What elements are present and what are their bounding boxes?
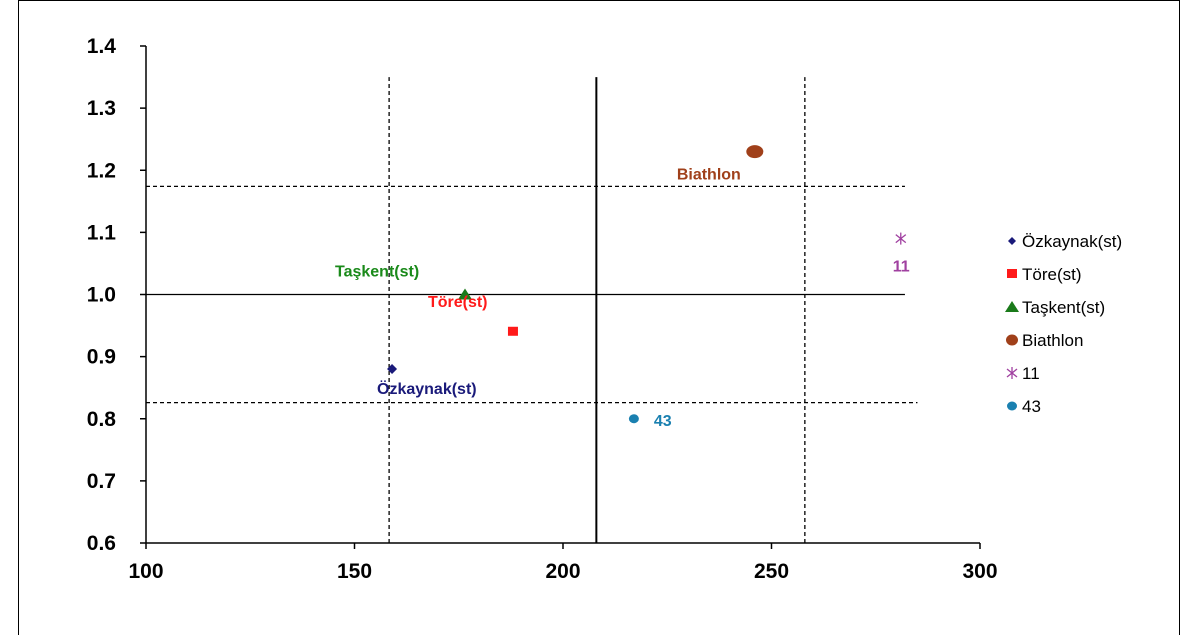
frame-border-left bbox=[18, 0, 19, 635]
data-label: 43 bbox=[654, 413, 672, 430]
x-tick-label: 150 bbox=[337, 560, 372, 583]
data-point bbox=[895, 232, 907, 245]
y-tick-label: 0.7 bbox=[87, 470, 116, 493]
frame-border-top bbox=[18, 0, 1180, 1]
legend-entry: Özkaynak(st) bbox=[1022, 232, 1122, 251]
point-annotations: Özkaynak(st) Töre(st) Taşkent(st) Biathlon 1… bbox=[335, 167, 910, 430]
legend-marker bbox=[1006, 334, 1018, 346]
data-label: Özkaynak(st) bbox=[377, 379, 477, 398]
legend-marker bbox=[1007, 269, 1017, 278]
x-tick-label: 300 bbox=[962, 560, 997, 583]
axes: 0.6 0.7 0.8 0.9 1.0 1.1 1.2 1.3 1.4 100 150 200 250 3… bbox=[87, 35, 998, 583]
x-tick-label: 100 bbox=[128, 560, 163, 583]
legend: Özkaynak(st) Töre(st) Taşkent(st) Biathlon 1… bbox=[1005, 232, 1122, 416]
data-point bbox=[746, 145, 764, 159]
data-label: Töre(st) bbox=[428, 294, 488, 311]
data-label: Taşkent(st) bbox=[335, 264, 419, 281]
legend-entry: 43 bbox=[1022, 397, 1041, 416]
x-tick-label: 200 bbox=[545, 560, 580, 583]
y-tick-label: 1.3 bbox=[87, 97, 116, 120]
legend-marker bbox=[1006, 367, 1018, 379]
legend-entry: Töre(st) bbox=[1022, 265, 1082, 284]
legend-marker bbox=[1008, 237, 1016, 245]
y-tick-label: 1.0 bbox=[87, 284, 116, 307]
y-tick-label: 0.6 bbox=[87, 532, 116, 555]
reference-lines bbox=[146, 77, 918, 543]
data-points bbox=[387, 145, 907, 424]
data-label: Biathlon bbox=[677, 167, 741, 184]
y-tick-label: 1.1 bbox=[87, 221, 117, 244]
data-point bbox=[387, 364, 398, 375]
data-point bbox=[458, 288, 473, 300]
legend-entry: 11 bbox=[1022, 364, 1040, 383]
legend-entry: Taşkent(st) bbox=[1022, 298, 1105, 317]
legend-entry: Biathlon bbox=[1022, 331, 1083, 350]
y-tick-label: 1.4 bbox=[87, 35, 117, 58]
y-tick-label: 1.2 bbox=[87, 159, 116, 182]
frame-border-right bbox=[1179, 0, 1180, 635]
x-tick-label: 250 bbox=[754, 560, 789, 583]
y-tick-label: 0.8 bbox=[87, 408, 117, 431]
legend-marker bbox=[1005, 301, 1019, 312]
data-point bbox=[628, 414, 639, 424]
legend-marker bbox=[1007, 401, 1017, 411]
data-label: 11 bbox=[893, 259, 910, 276]
y-tick-label: 0.9 bbox=[87, 346, 116, 369]
data-point bbox=[507, 326, 518, 336]
